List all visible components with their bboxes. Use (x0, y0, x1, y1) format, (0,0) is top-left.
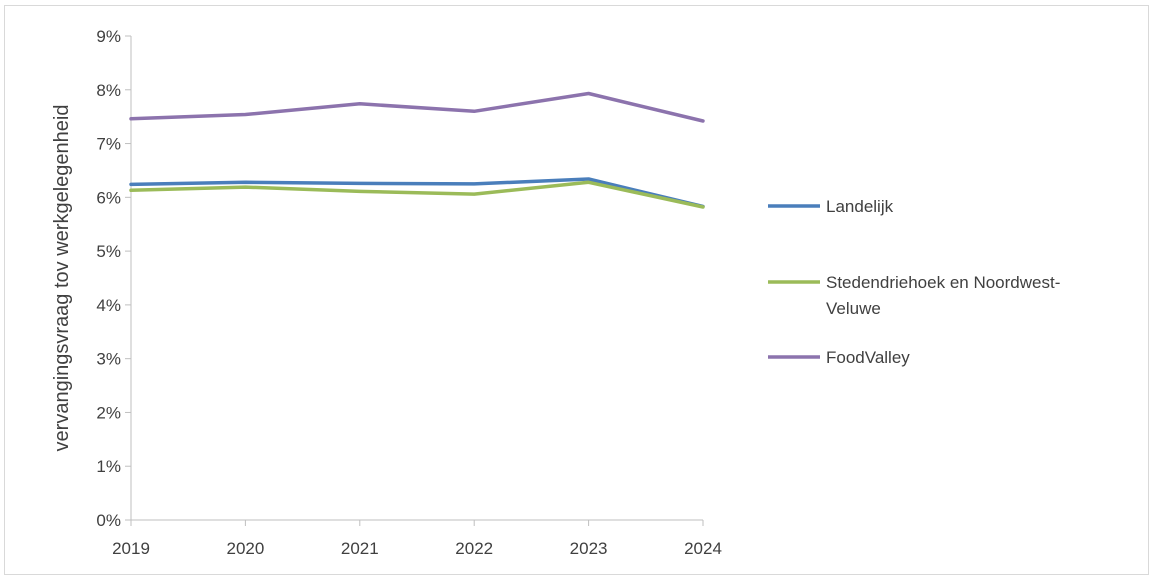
legend: Landelijk Stedendriehoek en Noordwest-Vel… (768, 197, 1060, 367)
x-tick-label: 2019 (112, 539, 150, 558)
chart-frame (4, 5, 1149, 575)
y-tick-label: 4% (96, 296, 121, 315)
legend-label-3: FoodValley (826, 348, 910, 367)
x-tick-label: 2022 (455, 539, 493, 558)
legend-label-2: Stedendriehoek en Noordwest-Veluwe (826, 273, 1060, 318)
series-line-1 (129, 177, 705, 209)
x-tick-label: 2023 (570, 539, 608, 558)
y-axis-label: vervangingsvraag tov werkgelegenheid (51, 105, 73, 452)
y-tick-label: 0% (96, 511, 121, 530)
y-tick-label: 6% (96, 188, 121, 207)
y-tick-label: 5% (96, 242, 121, 261)
x-tick-label: 2024 (684, 539, 722, 558)
x-tick-label: 2020 (226, 539, 264, 558)
y-tick-label: 2% (96, 403, 121, 422)
axes: 0% 1% 2% 3% 4% 5% 6% 7% 8% 9% 2019 2020 2021 2022 2023… (96, 27, 721, 558)
series-line-3 (129, 91, 705, 123)
series-layer (129, 91, 705, 209)
series-line-2 (129, 180, 705, 209)
x-tick-label: 2021 (341, 539, 379, 558)
y-tick-label: 7% (96, 135, 121, 154)
legend-label-1: Landelijk (826, 197, 894, 216)
y-tick-label: 3% (96, 350, 121, 369)
y-tick-label: 8% (96, 81, 121, 100)
y-tick-label: 1% (96, 457, 121, 476)
y-tick-label: 9% (96, 27, 121, 46)
